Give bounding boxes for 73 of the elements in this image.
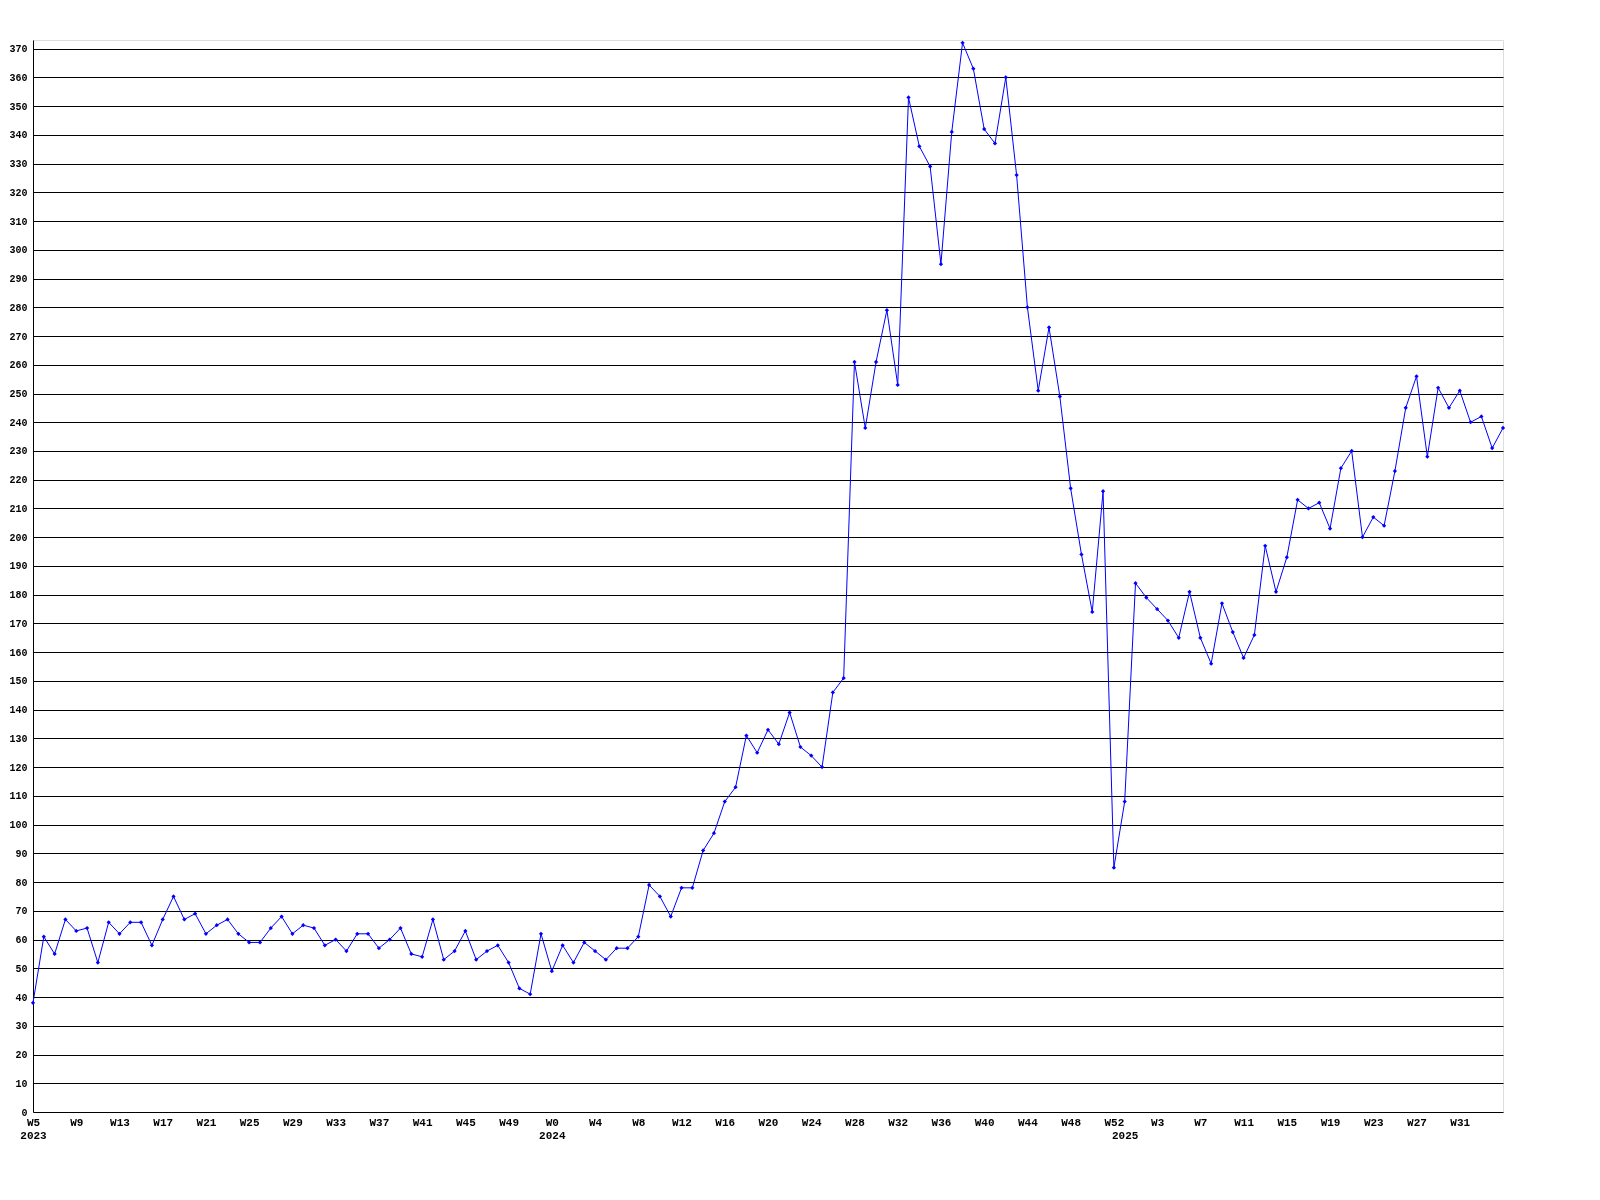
y-tick-label: 100 xyxy=(9,820,28,832)
x-tick-label: W40 xyxy=(974,1116,995,1129)
y-tick-label: 130 xyxy=(9,733,28,745)
y-tick-label: 60 xyxy=(15,935,28,947)
y-tick-label: 310 xyxy=(9,216,28,228)
x-tick-label: W9 xyxy=(70,1116,84,1129)
y-tick-label: 370 xyxy=(9,44,28,56)
x-tick-label: W52 xyxy=(1104,1116,1125,1129)
y-tick-label: 180 xyxy=(9,590,28,602)
x-tick-label: W32 xyxy=(888,1116,909,1129)
x-tick-label: W23 xyxy=(1363,1116,1385,1129)
x-tick-label: W28 xyxy=(845,1116,866,1129)
x-tick-label: W15 xyxy=(1277,1116,1298,1129)
y-tick-label: 280 xyxy=(9,302,28,314)
y-tick-label: 240 xyxy=(9,417,28,429)
x-tick-label: W16 xyxy=(715,1116,736,1129)
y-tick-label: 210 xyxy=(9,503,28,515)
y-tick-label: 40 xyxy=(15,992,28,1004)
y-tick-label: 70 xyxy=(15,906,28,918)
x-tick-label: W11 xyxy=(1234,1116,1255,1129)
x-tick-label: W0 2024 xyxy=(539,1116,566,1142)
x-tick-label: W41 xyxy=(412,1116,433,1129)
y-tick-label: 260 xyxy=(9,360,28,372)
x-tick-label: W29 xyxy=(283,1116,303,1129)
y-tick-label: 10 xyxy=(15,1078,28,1090)
x-tick-label: W13 xyxy=(110,1116,131,1129)
y-tick-label: 220 xyxy=(9,475,28,487)
x-tick-label: W25 xyxy=(239,1116,260,1129)
y-tick-label: 120 xyxy=(9,762,28,774)
y-tick-label: 90 xyxy=(15,848,28,860)
x-tick-label: W44 xyxy=(1018,1116,1039,1129)
x-tick-label: W21 xyxy=(196,1116,217,1129)
y-tick-label: 340 xyxy=(9,130,28,142)
x-tick-label: W7 xyxy=(1194,1116,1208,1129)
y-tick-label: 190 xyxy=(9,561,28,573)
x-tick-label: W36 xyxy=(931,1116,952,1129)
x-tick-label: W12 xyxy=(672,1116,692,1129)
x-tick-label: W37 xyxy=(369,1116,390,1129)
y-tick-label: 20 xyxy=(15,1050,28,1062)
y-tick-label: 360 xyxy=(9,72,28,84)
x-tick-label: W19 xyxy=(1320,1116,1341,1129)
x-tick-label: W48 xyxy=(1061,1116,1082,1129)
y-tick-label: 160 xyxy=(9,647,28,659)
x-tick-label: W5 2023 xyxy=(20,1116,48,1142)
y-tick-label: 0 xyxy=(21,1107,28,1119)
y-tick-label: 50 xyxy=(15,963,28,975)
x-tick-label: W3 xyxy=(1151,1116,1165,1129)
y-tick-label: 200 xyxy=(9,532,28,544)
y-tick-label: 110 xyxy=(9,791,28,803)
x-tick-label: W31 xyxy=(1450,1116,1471,1129)
y-tick-label: 270 xyxy=(9,331,28,343)
x-tick-label: W45 xyxy=(455,1116,477,1129)
y-tick-label: 320 xyxy=(9,187,28,199)
x-tick-label: W33 xyxy=(326,1116,347,1129)
x-tick-label: W49 xyxy=(499,1116,519,1129)
y-tick-label: 300 xyxy=(9,245,28,257)
y-tick-label: 150 xyxy=(9,676,28,688)
y-tick-label: 140 xyxy=(9,705,28,717)
y-tick-label: 230 xyxy=(9,446,28,458)
x-tick-label: W20 xyxy=(758,1116,779,1129)
x-tick-label: W4 xyxy=(588,1116,603,1129)
x-tick-label: W17 xyxy=(153,1116,174,1129)
x-tick-label: W24 xyxy=(801,1116,823,1129)
y-tick-label: 30 xyxy=(15,1021,28,1033)
x-tick-label: W27 xyxy=(1407,1116,1427,1129)
y-tick-label: 250 xyxy=(9,389,28,400)
y-tick-label: 80 xyxy=(15,877,28,889)
y-tick-label: 350 xyxy=(9,101,28,113)
y-tick-label: 290 xyxy=(9,274,28,286)
x-tick-label: 2025 xyxy=(1111,1129,1139,1142)
y-tick-label: 170 xyxy=(9,618,28,630)
x-tick-label: W8 xyxy=(632,1116,646,1129)
y-tick-label: 330 xyxy=(9,159,28,171)
